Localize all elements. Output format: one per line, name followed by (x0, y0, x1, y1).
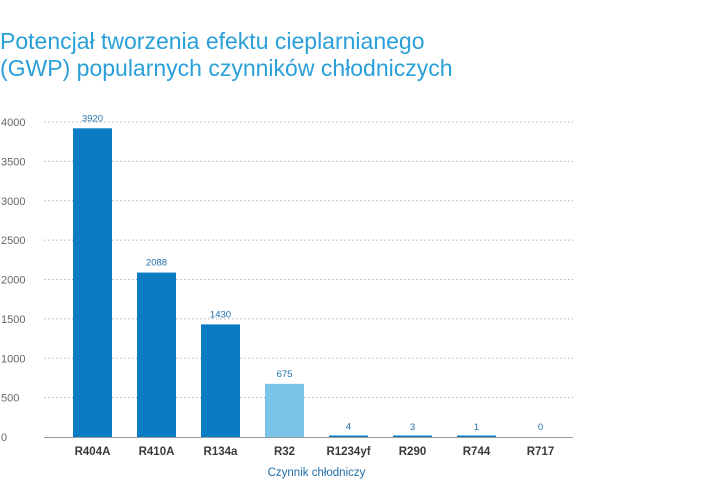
bar-r404a (73, 128, 112, 438)
y-tick-label: 3500 (1, 156, 25, 168)
x-tick-label-r290: R290 (399, 446, 427, 458)
bar-r744 (457, 435, 496, 437)
y-tick-label: 2000 (1, 275, 25, 287)
y-tick-label: 0 (1, 432, 7, 444)
bars (73, 128, 496, 438)
y-tick-label: 1500 (1, 314, 25, 326)
bar-r290 (393, 435, 432, 437)
x-tick-label-r32: R32 (274, 446, 295, 458)
y-tick-label: 500 (1, 393, 19, 405)
y-tick-label: 4000 (1, 117, 25, 129)
data-labels: 3920 2088 1430 675 4 3 1 0 (82, 113, 543, 433)
bar-r32 (265, 383, 304, 437)
data-label-r32: 675 (277, 369, 293, 380)
data-label-r404a: 3920 (82, 113, 103, 124)
x-tick-label-r717: R717 (527, 446, 555, 458)
data-label-r717: 0 (538, 422, 543, 433)
bar-r410a (137, 272, 176, 437)
y-tick-label: 3000 (1, 196, 25, 208)
x-tick-label-r404a: R404A (75, 446, 111, 458)
bar-r1234yf (329, 435, 368, 437)
y-tick-label: 2500 (1, 235, 25, 247)
data-label-r290: 3 (410, 422, 415, 433)
data-label-r134a: 1430 (210, 309, 231, 320)
x-axis-title: Czynnik chłodniczy (268, 467, 366, 479)
data-label-r1234yf: 4 (346, 422, 351, 433)
x-tick-label-r1234yf: R1234yf (326, 446, 370, 458)
x-tick-label-r134a: R134a (204, 446, 238, 458)
data-label-r410a: 2088 (146, 258, 167, 269)
bar-r134a (201, 324, 240, 437)
data-label-r744: 1 (474, 422, 479, 433)
y-tick-label: 1000 (1, 353, 25, 365)
chart-title: Potencjał tworzenia efektu cieplarnianeg… (0, 28, 453, 81)
x-axis-ticks: R404A R410A R134a R32 R1234yf R290 R744 R717 (75, 446, 555, 458)
x-tick-label-r410a: R410A (139, 446, 175, 458)
grid-lines (44, 121, 573, 399)
y-axis-ticks: 0 500 1000 1500 2000 2500 3000 3500 4000 (1, 117, 25, 444)
x-tick-label-r744: R744 (463, 446, 491, 458)
